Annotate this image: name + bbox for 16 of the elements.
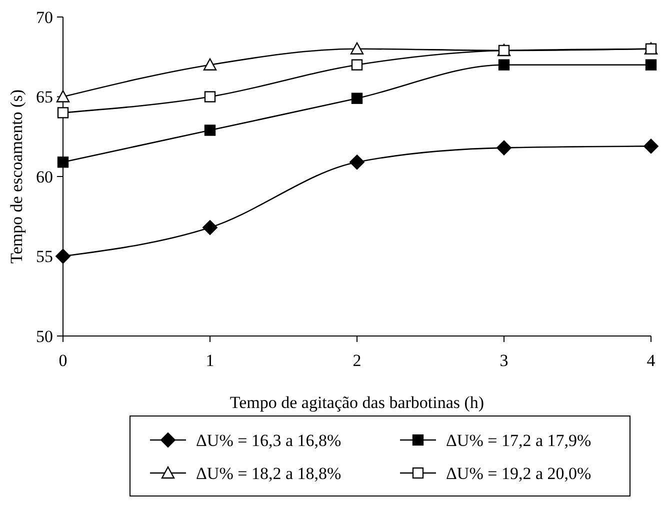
x-tick-label: 0 [58,351,68,370]
y-tick-label: 60 [36,167,53,186]
y-tick-label: 65 [36,88,53,107]
legend-label: ΔU% = 18,2 a 18,8% [196,464,342,483]
legend-label: ΔU% = 16,3 a 16,8% [196,430,342,450]
y-axis-title: Tempo de escoamento (s) [7,90,26,264]
x-tick-label: 3 [500,351,508,370]
x-axis-title: Tempo de agitação das barbotinas (h) [230,393,484,412]
x-tick-label: 4 [646,351,656,370]
x-tick-label: 1 [206,351,214,370]
y-tick-label: 70 [36,8,53,27]
y-tick-label: 55 [36,247,53,266]
x-tick-label: 2 [352,351,362,370]
y-tick-label: 50 [36,326,53,346]
legend-label: ΔU% = 17,2 a 17,9% [446,430,592,450]
legend-label: ΔU% = 19,2 a 20,0% [446,464,592,483]
